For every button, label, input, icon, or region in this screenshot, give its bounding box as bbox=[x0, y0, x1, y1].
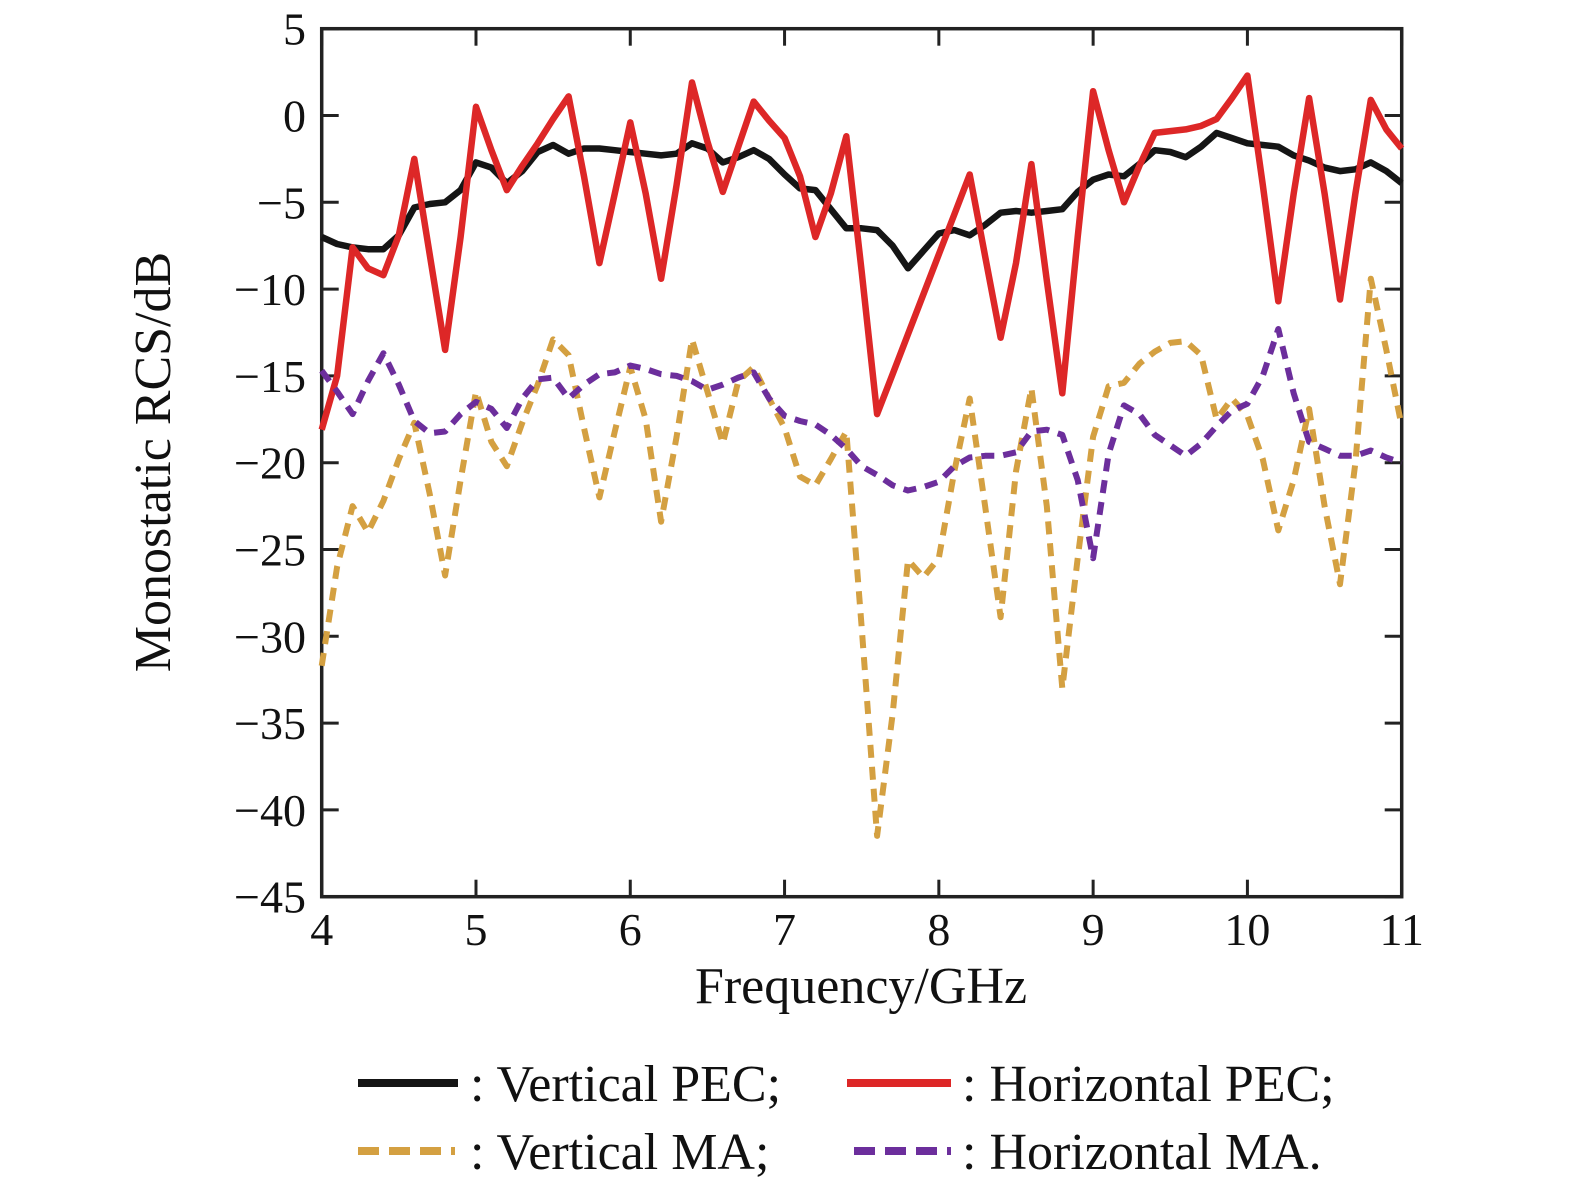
legend-label-horizontal-ma: : Horizontal MA. bbox=[962, 1124, 1322, 1181]
series-line-horizontal-pec bbox=[318, 72, 1405, 431]
axis-ticks bbox=[320, 27, 1404, 899]
legend-item-vertical-pec: : Vertical PEC; bbox=[358, 1056, 781, 1113]
y-tick-label: −10 bbox=[234, 264, 306, 315]
x-tick-labels: 4 5 6 7 8 9 10 11 bbox=[310, 904, 1424, 955]
legend-label-horizontal-pec: : Horizontal PEC; bbox=[962, 1056, 1335, 1113]
x-tick-label: 6 bbox=[619, 904, 642, 955]
legend: : Vertical PEC; : Horizontal PEC; : Vert… bbox=[358, 1056, 1335, 1181]
data-series bbox=[318, 72, 1405, 839]
y-tick-label: −25 bbox=[234, 525, 306, 576]
legend-label-vertical-ma: : Vertical MA; bbox=[470, 1124, 769, 1181]
y-tick-label: 5 bbox=[283, 4, 306, 55]
y-axis-label: Monostatic RCS/dB bbox=[125, 252, 182, 672]
series-line-horizontal-ma bbox=[319, 326, 1403, 562]
y-tick-label: −5 bbox=[257, 177, 306, 228]
x-tick-label: 5 bbox=[464, 904, 487, 955]
x-axis-label: Frequency/GHz bbox=[695, 958, 1027, 1015]
y-tick-label: −15 bbox=[234, 351, 306, 402]
y-tick-label: 0 bbox=[283, 91, 306, 142]
y-tick-labels: 5 0 −5 −10 −15 −20 −25 −30 −35 −40 −45 bbox=[234, 4, 306, 923]
x-tick-label: 7 bbox=[773, 904, 796, 955]
y-tick-label: −30 bbox=[234, 611, 306, 662]
legend-item-vertical-ma: : Vertical MA; bbox=[358, 1124, 769, 1181]
x-tick-label: 9 bbox=[1082, 904, 1105, 955]
x-tick-label: 8 bbox=[927, 904, 950, 955]
legend-label-vertical-pec: : Vertical PEC; bbox=[470, 1056, 781, 1113]
y-tick-label: −45 bbox=[234, 872, 306, 923]
legend-item-horizontal-pec: : Horizontal PEC; bbox=[847, 1056, 1335, 1113]
y-tick-label: −35 bbox=[234, 698, 306, 749]
legend-item-horizontal-ma: : Horizontal MA. bbox=[854, 1124, 1322, 1181]
x-tick-label: 10 bbox=[1224, 904, 1270, 955]
x-tick-label: 11 bbox=[1380, 904, 1424, 955]
y-tick-label: −40 bbox=[234, 785, 306, 836]
plot-box bbox=[319, 26, 1404, 899]
series-line-vertical-ma bbox=[318, 275, 1405, 839]
y-tick-label: −20 bbox=[234, 438, 306, 489]
x-tick-label: 4 bbox=[310, 904, 333, 955]
